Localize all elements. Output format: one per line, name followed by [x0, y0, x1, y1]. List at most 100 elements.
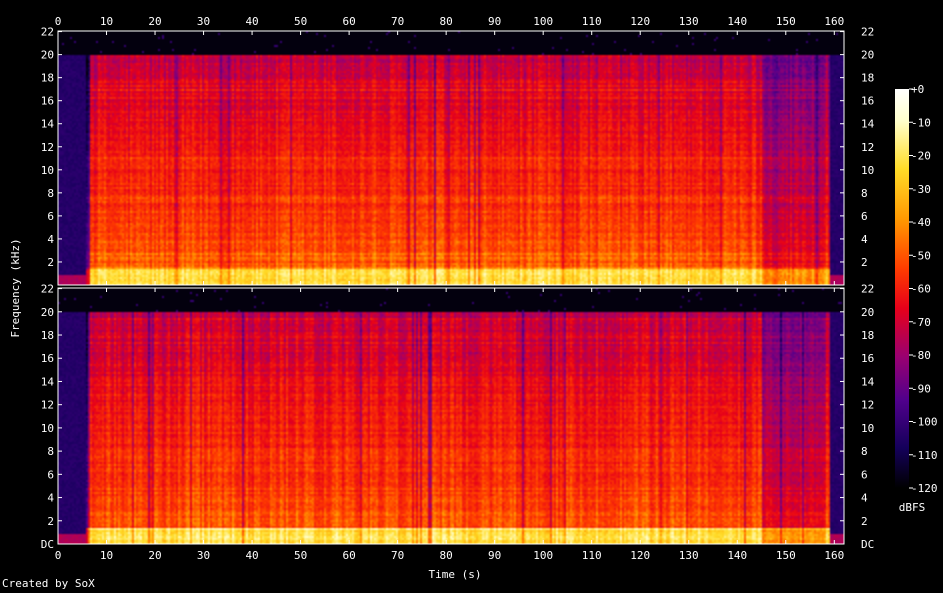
channel-1-image — [58, 31, 844, 285]
x-tick-label-bottom: 10 — [100, 549, 113, 562]
x-tick-label-bottom: 100 — [533, 549, 553, 562]
x-axis-label: Time (s) — [429, 568, 482, 581]
y-tick-label-left-ch1: 6 — [47, 210, 54, 223]
x-tick-label-top: 50 — [294, 15, 307, 28]
x-tick-label-top: 20 — [148, 15, 161, 28]
y-tick-label-left-ch1: 22 — [41, 26, 54, 39]
colorbar-tick-label: -70 — [911, 316, 931, 329]
y-tick-label-right-ch1: 10 — [861, 164, 874, 177]
colorbar-tick-label: -20 — [911, 150, 931, 163]
y-tick-label-right-ch2: 2 — [861, 515, 868, 528]
y-tick-label-left-ch2: 14 — [41, 375, 55, 388]
axes: 0 0 10 10 20 20 30 30 40 40 50 50 60 60 70 70 80 80 90 90 10… — [41, 15, 875, 562]
x-tick-label-top: 150 — [776, 15, 796, 28]
y-tick-label-right-ch2: DC — [861, 538, 874, 551]
y-tick-label-left-ch2: 6 — [47, 468, 54, 481]
y-tick-label-left-ch1: 20 — [41, 49, 54, 62]
x-tick-label-bottom: 120 — [630, 549, 650, 562]
y-tick-label-left-ch1: 16 — [41, 95, 54, 108]
y-tick-label-right-ch1: 18 — [861, 72, 874, 85]
y-tick-label-left-ch2: 2 — [47, 515, 54, 528]
x-tick-label-bottom: 130 — [679, 549, 699, 562]
colorbar-unit-label: dBFS — [899, 501, 926, 514]
y-tick-label-left-ch2: 10 — [41, 422, 54, 435]
x-tick-label-top: 60 — [342, 15, 355, 28]
x-tick-label-bottom: 90 — [488, 549, 501, 562]
colorbar-tick-label: -120 — [911, 482, 938, 495]
y-tick-label-right-ch1: 22 — [861, 26, 874, 39]
colorbar-tick-label: +0 — [911, 83, 924, 96]
y-tick-label-right-ch1: 14 — [861, 118, 875, 131]
y-axis-label: Frequency (kHz) — [9, 238, 22, 337]
x-tick-label-top: 100 — [533, 15, 553, 28]
channel-2-image — [58, 288, 844, 544]
x-tick-label-top: 70 — [391, 15, 404, 28]
y-tick-label-left-ch1: 18 — [41, 72, 54, 85]
colorbar-tick-label: -50 — [911, 249, 931, 262]
colorbar: +0 -10 -20 -30 -40 -50 -60 -70 -80 -90 -100 -110 -12… — [895, 83, 938, 514]
colorbar-tick-label: -80 — [911, 349, 931, 362]
channel-1-frame — [57, 30, 845, 286]
colorbar-gradient — [895, 89, 909, 488]
x-tick-label-top: 120 — [630, 15, 650, 28]
y-tick-label-right-ch2: 6 — [861, 468, 868, 481]
x-tick-label-bottom: 70 — [391, 549, 404, 562]
y-tick-label-right-ch1: 12 — [861, 141, 874, 154]
y-tick-label-right-ch1: 20 — [861, 49, 874, 62]
x-tick-label-bottom: 150 — [776, 549, 796, 562]
x-tick-label-bottom: 30 — [197, 549, 210, 562]
colorbar-tick-label: -100 — [911, 416, 938, 429]
channel-1-spectrogram — [57, 30, 845, 286]
colorbar-tick-label: -30 — [911, 183, 931, 196]
y-tick-label-right-ch2: 14 — [861, 375, 875, 388]
y-tick-label-left-ch1: 12 — [41, 141, 54, 154]
y-tick-label-right-ch2: 18 — [861, 329, 874, 342]
y-tick-label-right-ch1: 16 — [861, 95, 874, 108]
y-tick-label-left-ch2: DC — [41, 538, 54, 551]
y-tick-label-left-ch2: 16 — [41, 352, 54, 365]
y-tick-label-right-ch2: 22 — [861, 283, 874, 296]
x-tick-label-top: 160 — [824, 15, 844, 28]
created-by-credit: Created by SoX — [2, 577, 95, 590]
x-tick-label-top: 40 — [245, 15, 258, 28]
x-tick-label-top: 80 — [440, 15, 453, 28]
x-tick-label-bottom: 110 — [582, 549, 602, 562]
y-tick-label-right-ch2: 12 — [861, 399, 874, 412]
y-tick-label-right-ch2: 20 — [861, 306, 874, 319]
y-tick-label-left-ch2: 18 — [41, 329, 54, 342]
x-tick-label-top: 90 — [488, 15, 501, 28]
x-tick-label-top: 130 — [679, 15, 699, 28]
y-tick-label-right-ch1: 6 — [861, 210, 868, 223]
colorbar-ticks: +0 -10 -20 -30 -40 -50 -60 -70 -80 -90 -100 -110 -12… — [909, 83, 938, 495]
y-tick-label-left-ch2: 20 — [41, 306, 54, 319]
y-tick-label-left-ch2: 12 — [41, 399, 54, 412]
x-tick-label-bottom: 60 — [342, 549, 355, 562]
y-tick-label-left-ch1: 2 — [47, 256, 54, 269]
y-tick-label-right-ch1: 4 — [861, 233, 868, 246]
colorbar-tick-label: -110 — [911, 449, 938, 462]
colorbar-tick-label: -90 — [911, 382, 931, 395]
x-tick-label-bottom: 40 — [245, 549, 258, 562]
y-tick-label-left-ch1: 8 — [47, 187, 54, 200]
colorbar-tick-label: -60 — [911, 283, 931, 296]
x-tick-label-bottom: 20 — [148, 549, 161, 562]
x-tick-label-top: 30 — [197, 15, 210, 28]
x-tick-label-bottom: 80 — [440, 549, 453, 562]
y-tick-label-left-ch2: 22 — [41, 283, 54, 296]
x-tick-label-top: 110 — [582, 15, 602, 28]
x-tick-label-bottom: 140 — [727, 549, 747, 562]
channel-2-spectrogram — [57, 287, 845, 545]
y-tick-label-left-ch1: 10 — [41, 164, 54, 177]
y-tick-label-right-ch2: 16 — [861, 352, 874, 365]
x-tick-label-bottom: 0 — [55, 549, 62, 562]
x-tick-label-top: 140 — [727, 15, 747, 28]
y-tick-label-left-ch1: 4 — [47, 233, 54, 246]
y-tick-label-right-ch2: 4 — [861, 492, 868, 505]
y-tick-label-left-ch2: 8 — [47, 445, 54, 458]
y-tick-label-left-ch2: 4 — [47, 492, 54, 505]
y-tick-label-right-ch1: 8 — [861, 187, 868, 200]
channel-2-frame — [57, 287, 845, 545]
colorbar-tick-label: -40 — [911, 216, 931, 229]
x-tick-label-top: 10 — [100, 15, 113, 28]
